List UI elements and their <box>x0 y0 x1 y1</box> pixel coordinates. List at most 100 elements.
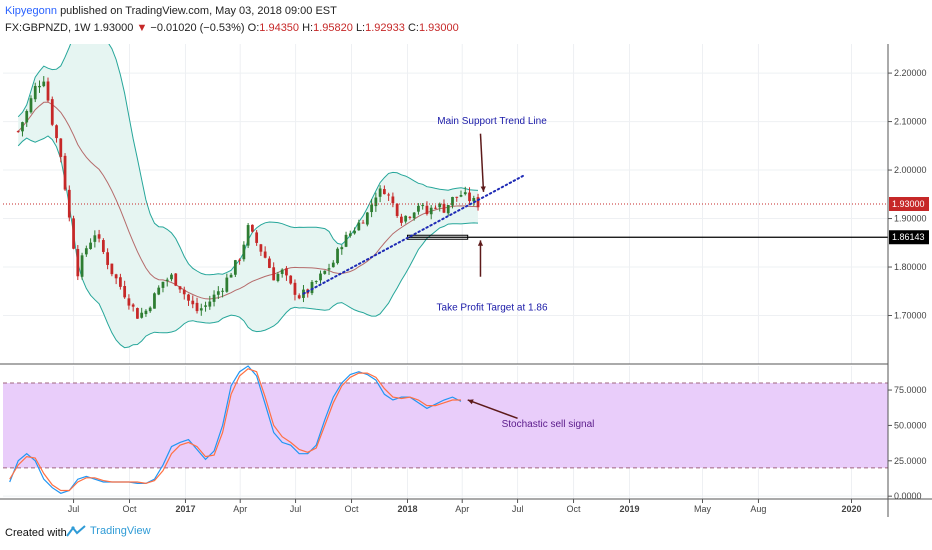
price-pane[interactable] <box>3 44 888 364</box>
candle-body <box>187 294 190 301</box>
high-value: 1.95820 <box>313 22 353 34</box>
candle-body <box>391 196 395 204</box>
created-with-label: Created with <box>5 527 67 539</box>
candle-body <box>289 275 293 284</box>
stochastic-tick-label: 25.0000 <box>894 456 927 466</box>
candle-body <box>408 216 412 218</box>
bollinger-fill <box>18 44 478 348</box>
time-tick-label: Jul <box>512 504 524 514</box>
candle-body <box>131 304 135 307</box>
candle-body <box>221 290 224 292</box>
candle-body <box>212 294 216 302</box>
bollinger-lower-line <box>17 135 479 349</box>
candle-body <box>140 312 144 318</box>
arrow-to-target <box>477 240 484 277</box>
time-tick-label: Apr <box>233 504 247 514</box>
arrow-shaft <box>479 133 485 192</box>
candle-body <box>144 310 148 315</box>
candle-body <box>148 307 152 312</box>
candle-body <box>238 259 241 261</box>
time-tick-label: Apr <box>455 504 469 514</box>
tradingview-logo[interactable]: TradingView <box>66 525 151 537</box>
chart-area[interactable]: 2.20000 2.10000 2.00000 1.90000 1.80000 1.700… <box>0 44 932 517</box>
support-trendline <box>302 173 526 295</box>
candle-body <box>29 98 33 113</box>
candle-body <box>255 232 259 243</box>
candle-body <box>297 295 301 299</box>
candle-body <box>38 85 41 88</box>
price-tick-label: 2.10000 <box>894 117 927 127</box>
candle-body <box>55 125 58 139</box>
candle-body <box>153 293 156 309</box>
candle-body <box>357 222 361 231</box>
candle-body <box>76 248 80 277</box>
axes: 2.20000 2.10000 2.00000 1.90000 1.80000 1.700… <box>0 44 932 517</box>
candle-body <box>417 205 420 212</box>
candle-body <box>451 196 454 206</box>
symbol-label[interactable]: FX:GBPNZD, 1W <box>5 22 91 34</box>
candle-body <box>263 251 267 258</box>
candle-body <box>216 291 220 295</box>
candle-body <box>387 194 391 196</box>
time-tick-label: Jul <box>68 504 80 514</box>
candle-body <box>268 258 271 268</box>
annotations: Main Support Trend Line Take Profit Targe… <box>437 116 595 430</box>
candle-body <box>42 81 46 87</box>
candle-body <box>400 216 403 223</box>
candle-body <box>174 273 178 286</box>
last-price-badge <box>889 197 929 211</box>
candle-body <box>353 230 356 234</box>
candle-body <box>63 155 67 190</box>
candle-body <box>455 196 459 198</box>
time-tick-label: 2017 <box>175 504 195 514</box>
candle-body <box>165 279 169 282</box>
last-price-label: 1.93000 <box>892 199 925 209</box>
candle-body <box>178 286 182 290</box>
stochastic-k-line <box>9 365 462 494</box>
candle-body <box>323 270 327 274</box>
candle-body <box>382 189 386 195</box>
candle-body <box>365 212 369 225</box>
target-price-badge <box>889 230 929 245</box>
price-value: 1.93000 <box>93 22 134 34</box>
candle-body <box>280 269 284 274</box>
candle-body <box>123 285 127 298</box>
candle-body <box>101 240 105 252</box>
candle-body <box>319 273 322 281</box>
author-link[interactable]: Kipyegonn <box>5 5 57 17</box>
time-tick-label: 2018 <box>397 504 417 514</box>
candle-body <box>293 282 297 295</box>
candle-body <box>127 298 131 306</box>
candle-body <box>229 274 233 278</box>
candle-body <box>310 281 314 294</box>
stochastic-pane[interactable] <box>3 365 888 499</box>
candle-body <box>242 244 246 260</box>
price-tick-label: 2.00000 <box>894 165 927 175</box>
annotation-support-trendline: Main Support Trend Line <box>437 116 547 127</box>
candle-body <box>21 122 24 132</box>
candle-body <box>33 85 37 100</box>
candle-body <box>331 262 335 268</box>
candle-body <box>442 203 446 213</box>
candle-body <box>425 205 429 215</box>
publish-line: Kipyegonn published on TradingView.com, … <box>5 5 337 17</box>
change-value: −0.01020 (−0.53%) <box>150 22 245 34</box>
candle-body <box>110 263 114 275</box>
stochastic-tick-label: 75.0000 <box>894 385 927 395</box>
stochastic-band-fill <box>3 382 888 468</box>
candle-body <box>161 281 165 288</box>
candle-body <box>170 274 173 280</box>
change-arrow-icon: ▼ <box>136 22 148 34</box>
candle-body <box>404 215 408 222</box>
time-tick-label: Aug <box>750 504 766 514</box>
annotation-take-profit: Take Profit Target at 1.86 <box>437 303 548 314</box>
tradingview-brand: TradingView <box>90 525 151 537</box>
candle-body <box>250 224 254 232</box>
time-tick-label: Jul <box>290 504 302 514</box>
candle-body <box>476 197 480 208</box>
candle-body <box>114 274 118 279</box>
candle-body <box>46 81 50 101</box>
arrow-to-trendline <box>479 133 486 192</box>
annotation-stochastic-signal: Stochastic sell signal <box>502 419 595 430</box>
candle-body <box>89 242 92 249</box>
